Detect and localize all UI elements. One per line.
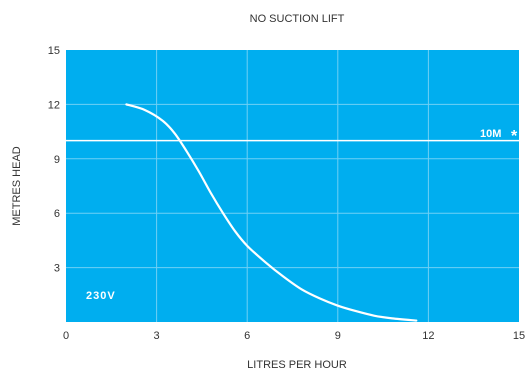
y-tick-label: 6 xyxy=(54,208,60,220)
x-axis-label: LITRES PER HOUR xyxy=(247,359,347,371)
y-tick-label: 9 xyxy=(54,154,60,166)
x-tick-label: 12 xyxy=(422,330,434,342)
series-group xyxy=(125,103,418,322)
series-line-0 xyxy=(125,103,418,322)
x-tick-label: 9 xyxy=(335,330,341,342)
gridlines xyxy=(66,50,519,322)
chart-title: NO SUCTION LIFT xyxy=(250,13,345,25)
x-tick-label: 15 xyxy=(513,330,525,342)
x-tick-labels: 0 3 6 9 12 15 xyxy=(63,330,525,342)
reference-line-marker: * xyxy=(511,128,518,145)
y-tick-label: 12 xyxy=(48,99,60,111)
plot-area xyxy=(66,50,519,322)
x-tick-label: 3 xyxy=(154,330,160,342)
series-label-230v: 230V xyxy=(86,290,116,302)
x-tick-label: 0 xyxy=(63,330,69,342)
y-tick-labels: 3 6 9 12 15 xyxy=(48,45,60,275)
y-tick-label: 3 xyxy=(54,263,60,275)
reference-line-label: 10M xyxy=(480,128,501,140)
y-axis-label: METRES HEAD xyxy=(11,146,23,226)
y-tick-label: 15 xyxy=(48,45,60,57)
x-tick-label: 6 xyxy=(244,330,250,342)
